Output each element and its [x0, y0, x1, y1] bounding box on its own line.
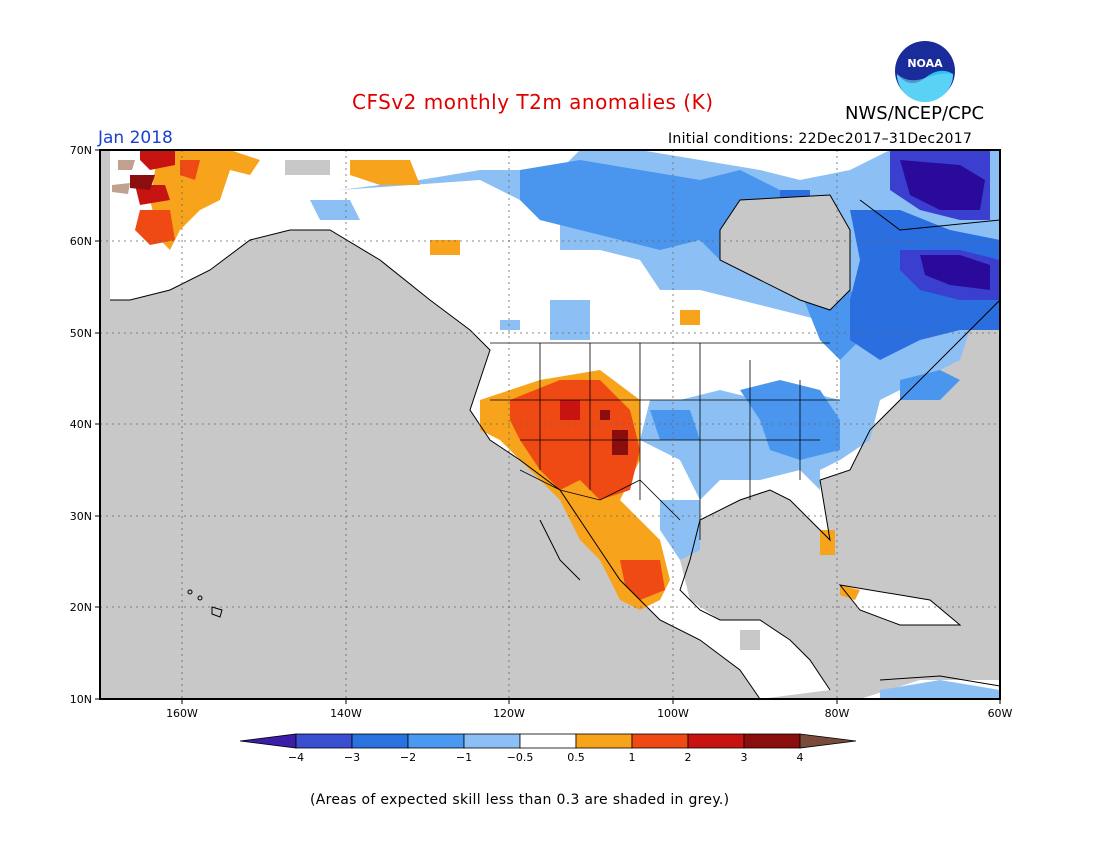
- colorbar-swatch: [631, 733, 689, 749]
- colorbar-tick-label: −0.5: [507, 751, 534, 764]
- colorbar-arrow-left: [239, 733, 297, 749]
- colorbar-tick-label: 0.5: [567, 751, 585, 764]
- colorbar-swatch: [575, 733, 633, 749]
- forecast-month: Jan 2018: [98, 128, 173, 148]
- lat-label: 20N: [70, 601, 92, 614]
- anomaly-pos-4: [112, 160, 135, 194]
- colorbar-swatch: [295, 733, 353, 749]
- lat-label: 40N: [70, 418, 92, 431]
- lon-label: 80W: [825, 707, 850, 720]
- lat-label: 50N: [70, 327, 92, 340]
- colorbar-swatch: [407, 733, 465, 749]
- axis-ticks: [95, 149, 1001, 704]
- lon-label: 160W: [166, 707, 198, 720]
- colorbar-tick-label: −2: [400, 751, 416, 764]
- colorbar: [239, 733, 857, 749]
- latitude-labels: 70N 60N 50N 40N 30N 20N 10N: [70, 144, 92, 706]
- colorbar-swatch: [463, 733, 521, 749]
- anomaly-neg-4: [900, 160, 990, 290]
- coastlines: [110, 194, 1000, 699]
- colorbar-tick-label: −3: [344, 751, 360, 764]
- colorbar-arrow-right: [799, 733, 857, 749]
- political-borders: [490, 342, 840, 540]
- lat-label: 60N: [70, 235, 92, 248]
- anomaly-pos-2: [135, 150, 580, 420]
- lat-label: 10N: [70, 693, 92, 706]
- colorbar-tick-label: 4: [797, 751, 804, 764]
- organization-label: NWS/NCEP/CPC: [845, 103, 985, 124]
- hawaii-islands: [187, 589, 223, 618]
- colorbar-swatch: [351, 733, 409, 749]
- map-fields: [110, 150, 1000, 699]
- footnote: (Areas of expected skill less than 0.3 a…: [310, 792, 730, 808]
- colorbar-tick-label: 1: [629, 751, 636, 764]
- anomaly-pos-3: [130, 175, 628, 455]
- colorbar-swatch: [687, 733, 745, 749]
- colorbar-labels: −4 −3 −2 −1 −0.5 0.5 1 2 3 4: [288, 751, 804, 764]
- land-low-skill: [285, 160, 850, 650]
- longitude-labels: 160W 140W 120W 100W 80W 60W: [166, 707, 1012, 720]
- lon-label: 140W: [330, 707, 362, 720]
- colorbar-tick-label: 2: [685, 751, 692, 764]
- graticule: [100, 150, 1000, 699]
- lon-label: 60W: [988, 707, 1013, 720]
- lon-label: 100W: [657, 707, 689, 720]
- colorbar-tick-label: −4: [288, 751, 304, 764]
- initial-conditions: Initial conditions: 22Dec2017–31Dec2017: [668, 131, 973, 147]
- logo-text: NOAA: [907, 57, 943, 70]
- map-title: CFSv2 monthly T2m anomalies (K): [352, 90, 714, 114]
- colorbar-swatch: [743, 733, 801, 749]
- land-caribbean: [840, 585, 960, 625]
- colorbar-tick-label: 3: [741, 751, 748, 764]
- lat-label: 70N: [70, 144, 92, 157]
- colorbar-swatch: [519, 733, 577, 749]
- noaa-logo-icon: NOAA: [895, 41, 955, 102]
- lat-label: 30N: [70, 510, 92, 523]
- colorbar-tick-label: −1: [456, 751, 472, 764]
- lon-label: 120W: [493, 707, 525, 720]
